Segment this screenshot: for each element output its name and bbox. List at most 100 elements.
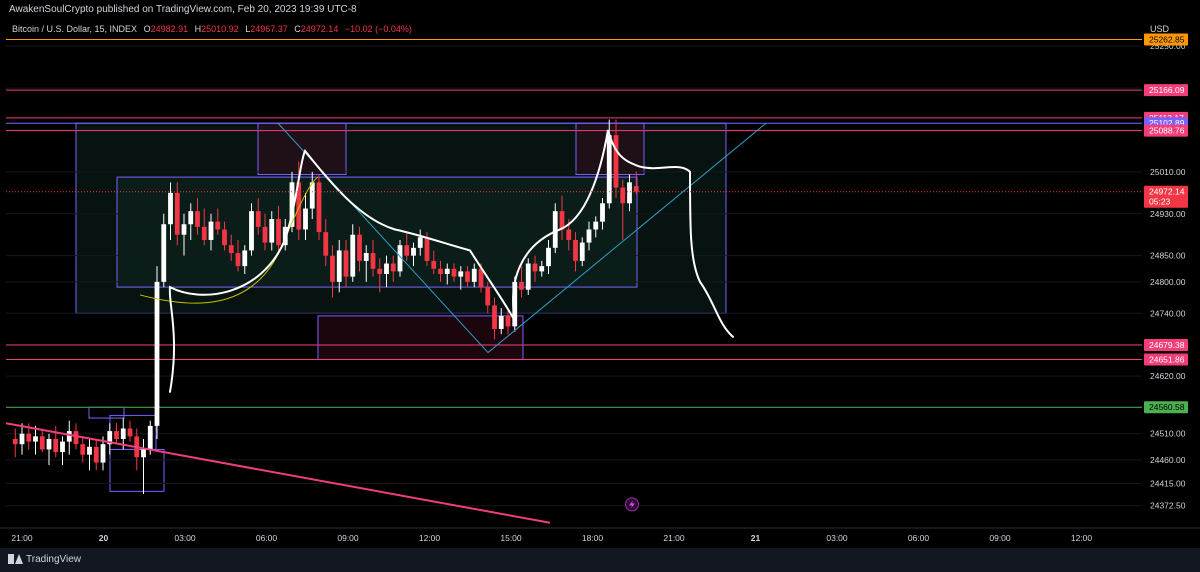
candle-body (606, 135, 612, 204)
change-value: −10.02 (−0.04%) (344, 24, 412, 34)
candle-body (114, 431, 119, 439)
candle-body (289, 182, 295, 227)
price-level-badges: 25262.8525166.0925113.1725102.8925088.76… (1144, 33, 1188, 414)
candle-body (336, 250, 342, 282)
x-tick-label: 18:00 (582, 533, 604, 543)
candle-body (438, 268, 443, 274)
currency-label: USD (1150, 24, 1170, 34)
y-tick-label: 24372.50 (1150, 501, 1186, 511)
candle-body (633, 186, 639, 192)
candle-body (478, 268, 484, 288)
candle-body (154, 281, 160, 426)
x-tick-label: 21:00 (663, 533, 685, 543)
tradingview-logo-text: TradingView (26, 554, 82, 565)
publisher-text: AwakenSoulCrypto published on TradingVie… (9, 4, 357, 15)
candle-body (370, 253, 376, 269)
candle-body (384, 263, 389, 274)
candle-body (512, 281, 518, 327)
y-tick-label: 25010.00 (1150, 167, 1186, 177)
range-box-inner (116, 176, 638, 288)
candle-body (444, 268, 450, 274)
drawing-zones (75, 122, 727, 492)
last-price-badge-bg (1144, 185, 1188, 208)
candle-body (411, 247, 416, 256)
candle-body (19, 433, 25, 445)
publisher-bar: AwakenSoulCrypto published on TradingVie… (0, 0, 1200, 20)
x-tick-label: 06:00 (908, 533, 930, 543)
candle-body (397, 245, 403, 272)
candle-body (546, 247, 551, 267)
candle-body (201, 226, 207, 240)
candle-body (60, 441, 65, 453)
candle-body (566, 229, 572, 240)
price-level-badge (1144, 353, 1188, 366)
tradingview-logo[interactable]: TradingView (8, 553, 81, 567)
candle-body (539, 266, 545, 272)
candle-body (269, 219, 275, 243)
candle-body (46, 438, 52, 450)
low-value: 24967.37 (250, 24, 288, 34)
candle-body (323, 232, 329, 256)
price-chart[interactable]: 25250.0025170.0025090.0025010.0024930.00… (0, 20, 1200, 548)
x-tick-label: 21:00 (11, 533, 33, 543)
candle-body (12, 438, 18, 445)
candle-body (519, 281, 524, 290)
last-price-badge-value: 24972.14 (1149, 187, 1185, 197)
candle-body (235, 253, 241, 267)
x-tick-label: 20 (99, 533, 109, 543)
candle-body (222, 229, 227, 246)
candle-body (73, 431, 79, 445)
candle-body (417, 237, 423, 248)
y-tick-label: 24850.00 (1150, 251, 1186, 261)
descending-trendline (5, 422, 551, 524)
candle-body (505, 315, 511, 327)
candle-body (107, 431, 113, 445)
price-level-badge-text: 25088.76 (1149, 126, 1185, 136)
yellow-curve (139, 176, 319, 304)
candle-body (208, 221, 214, 240)
x-axis: 21:00 20 03:00 06:00 09:00 12:00 15:00 18:00 21:… (0, 527, 1200, 543)
candle-body (559, 211, 565, 230)
candle-body (93, 446, 99, 463)
footer-bar: TradingView (0, 548, 1200, 572)
y-tick-label: 24930.00 (1150, 209, 1186, 219)
hand-drawn-projection-path (168, 129, 734, 393)
candle-body (363, 253, 369, 261)
candle-body (33, 436, 38, 442)
x-tick-label: 12:00 (1071, 533, 1093, 543)
open-value: 24982.91 (150, 24, 189, 34)
candle-body (613, 135, 619, 188)
price-level-badge-text: 25262.85 (1149, 34, 1185, 44)
drawings (5, 122, 767, 524)
candle-body (127, 428, 133, 437)
x-tick-label: 09:00 (337, 533, 359, 543)
candle-body (100, 444, 106, 463)
candle-body (350, 234, 356, 277)
candle-body (181, 224, 187, 235)
candle-body (593, 221, 599, 230)
candle-body (390, 263, 396, 272)
candle-body (627, 182, 632, 204)
chart-frame[interactable]: 25250.0025170.0025090.0025010.0024930.00… (0, 20, 1200, 548)
x-tick-label: 09:00 (989, 533, 1011, 543)
candle-body (66, 431, 72, 442)
candle-body (276, 219, 281, 246)
price-level-badge-text: 24560.58 (1149, 402, 1185, 412)
close-label: C (294, 24, 301, 34)
candle-body (249, 211, 254, 251)
tradingview-logo-icon (8, 554, 23, 565)
high-label: H (194, 24, 202, 34)
price-level-badge (1144, 401, 1188, 414)
close-value: 24972.14 (300, 24, 339, 34)
candle-body (424, 237, 430, 261)
price-level-badge-text: 24679.38 (1149, 340, 1185, 350)
candle-body (53, 438, 59, 453)
open-label: O (143, 24, 151, 34)
candle-body (39, 436, 45, 450)
low-label: L (245, 24, 251, 34)
candle-body (573, 239, 578, 261)
y-tick-label: 25250.00 (1150, 41, 1186, 51)
symbol-title[interactable]: Bitcoin / U.S. Dollar, 15, INDEX (12, 24, 138, 34)
lightning-icon (625, 497, 639, 512)
candle-body (431, 260, 437, 269)
